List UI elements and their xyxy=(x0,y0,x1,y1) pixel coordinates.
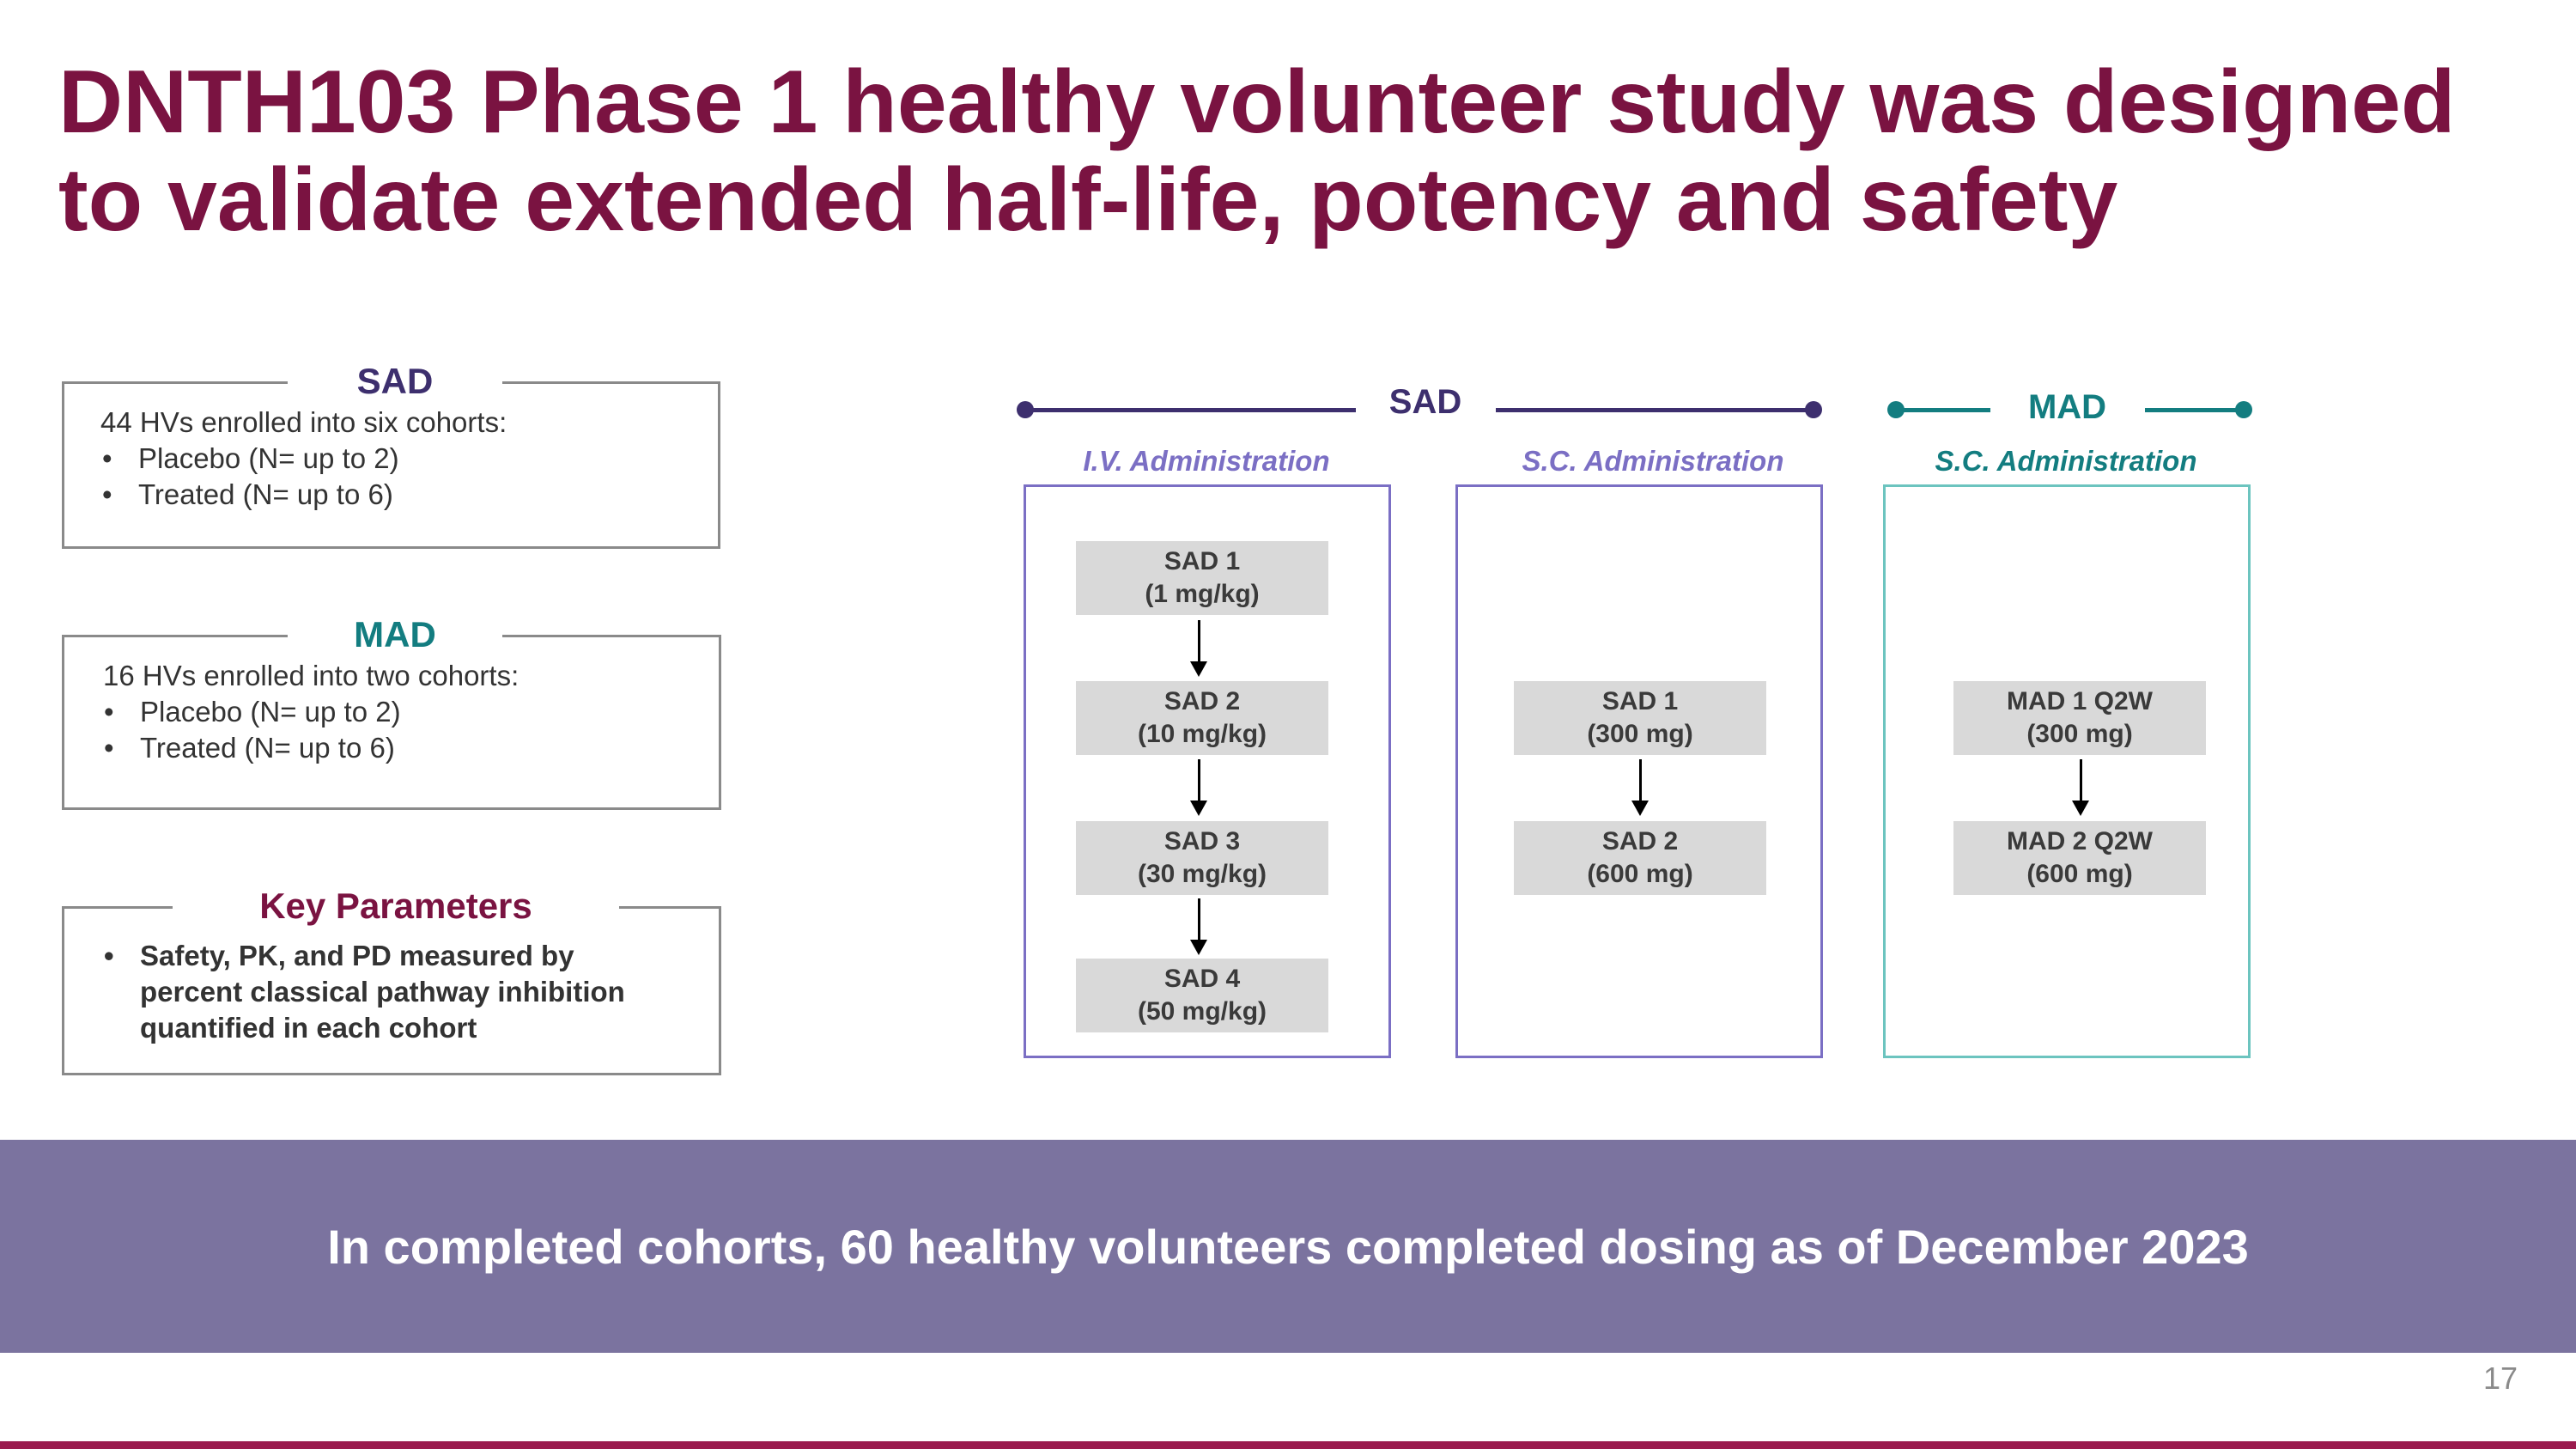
cohort-dose: (300 mg) xyxy=(1587,720,1693,748)
mad-track-end-dot xyxy=(2235,401,2252,418)
key-parameters-line-3: quantified in each cohort xyxy=(140,1012,477,1044)
cohort-dose: (600 mg) xyxy=(1587,860,1693,888)
sc-sad-column xyxy=(1455,484,1823,1058)
iv-sad-cohort-4: SAD 4 (50 mg/kg) xyxy=(1076,959,1328,1032)
key-parameters-heading: Key Parameters xyxy=(173,881,619,931)
cohort-name: SAD 1 xyxy=(1601,687,1679,715)
iv-sad-cohort-2: SAD 2 (10 mg/kg) xyxy=(1076,681,1328,755)
title-line-2: to validate extended half-life, potency … xyxy=(58,150,2118,250)
sad-box-intro: 44 HVs enrolled into six cohorts: xyxy=(100,406,507,438)
slide-title: DNTH103 Phase 1 healthy volunteer study … xyxy=(58,53,2531,249)
cohort-name: SAD 2 xyxy=(1163,687,1241,715)
sc-mad-cohort-1: MAD 1 Q2W (300 mg) xyxy=(1953,681,2206,755)
cohort-name: SAD 4 xyxy=(1163,965,1241,993)
key-parameters-line-2: percent classical pathway inhibition xyxy=(140,976,625,1008)
sad-track-label: SAD xyxy=(1388,383,1462,421)
cohort-dose: (50 mg/kg) xyxy=(1137,997,1267,1026)
cohort-name: SAD 2 xyxy=(1601,827,1679,855)
summary-banner: In completed cohorts, 60 healthy volunte… xyxy=(0,1140,2576,1353)
summary-banner-text: In completed cohorts, 60 healthy volunte… xyxy=(327,1219,2249,1274)
bullet-icon: • xyxy=(102,478,112,510)
cohort-dose: (30 mg/kg) xyxy=(1137,860,1267,888)
sc-mad-column xyxy=(1883,484,2251,1058)
title-line-1: DNTH103 Phase 1 healthy volunteer study … xyxy=(58,52,2456,152)
bullet-icon: • xyxy=(102,442,112,474)
cohort-dose: (600 mg) xyxy=(2026,860,2133,888)
iv-sad-cohort-1: SAD 1 (1 mg/kg) xyxy=(1076,541,1328,615)
mad-track-line-left xyxy=(1896,408,1990,412)
page-number: 17 xyxy=(2482,1361,2518,1396)
sad-info-box: SAD 44 HVs enrolled into six cohorts: • … xyxy=(62,356,720,549)
sc-sad-cohort-2: SAD 2 (600 mg) xyxy=(1514,821,1766,895)
mad-info-box: MAD 16 HVs enrolled into two cohorts: • … xyxy=(62,610,721,810)
sad-box-heading: SAD xyxy=(288,356,502,406)
iv-sad-column xyxy=(1024,484,1391,1058)
key-parameters-line-1: Safety, PK, and PD measured by xyxy=(140,940,574,971)
mad-track-label: MAD xyxy=(2027,388,2107,426)
bullet-icon: • xyxy=(104,696,114,728)
sad-box-bullet-1: Placebo (N= up to 2) xyxy=(138,442,399,474)
iv-administration-label: I.V. Administration xyxy=(1083,445,1330,477)
cohort-name: SAD 3 xyxy=(1163,827,1241,855)
cohort-dose: (300 mg) xyxy=(2026,720,2133,748)
sad-track-line-right xyxy=(1496,408,1814,412)
cohort-name: MAD 2 Q2W xyxy=(2006,827,2153,855)
sc-mad-cohort-2: MAD 2 Q2W (600 mg) xyxy=(1953,821,2206,895)
sad-box-bullet-2: Treated (N= up to 6) xyxy=(138,478,393,510)
cohort-name: SAD 1 xyxy=(1163,547,1241,575)
mad-box-bullet-1: Placebo (N= up to 2) xyxy=(140,696,401,728)
mad-track-line-right xyxy=(2145,408,2244,412)
iv-sad-cohort-3: SAD 3 (30 mg/kg) xyxy=(1076,821,1328,895)
cohort-dose: (10 mg/kg) xyxy=(1137,720,1267,748)
bottom-accent-bar xyxy=(0,1441,2576,1449)
sc-sad-cohort-1: SAD 1 (300 mg) xyxy=(1514,681,1766,755)
sad-track-line-left xyxy=(1025,408,1356,412)
cohort-dose: (1 mg/kg) xyxy=(1145,580,1260,608)
mad-box-bullet-2: Treated (N= up to 6) xyxy=(140,732,395,764)
bullet-icon: • xyxy=(104,940,114,971)
sc-administration-mad-label: S.C. Administration xyxy=(1935,445,2197,477)
sc-administration-sad-label: S.C. Administration xyxy=(1522,445,1784,477)
mad-box-heading: MAD xyxy=(288,610,502,660)
bullet-icon: • xyxy=(104,732,114,764)
key-parameters-box: Key Parameters • Safety, PK, and PD meas… xyxy=(62,881,721,1075)
sad-track-end-dot xyxy=(1805,401,1822,418)
cohort-name: MAD 1 Q2W xyxy=(2006,687,2153,715)
mad-box-intro: 16 HVs enrolled into two cohorts: xyxy=(103,660,519,691)
